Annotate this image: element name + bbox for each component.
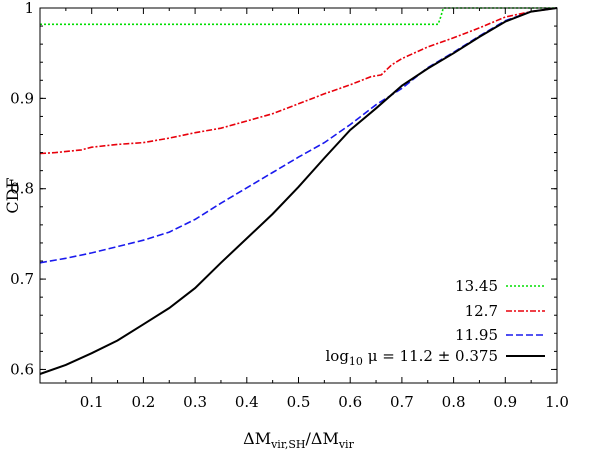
legend-label-2: 11.95 xyxy=(455,326,498,344)
y-tick-label: 0.7 xyxy=(10,270,34,288)
x-tick-label: 0.7 xyxy=(390,393,414,411)
tick-layer: 0.1 0.2 0.3 0.4 0.5 0.6 0.7 0.8 0.9 1.0 0.6 0.7 0.8 0… xyxy=(10,0,569,411)
x-tick-label: 0.8 xyxy=(442,393,466,411)
x-tick-label: 0.4 xyxy=(235,393,259,411)
series-line-2 xyxy=(39,7,558,264)
y-tick-label: 1 xyxy=(24,0,34,17)
legend-label-0: 13.45 xyxy=(455,277,498,295)
y-tick-label: 0.8 xyxy=(10,180,34,198)
y-tick-label: 0.6 xyxy=(10,360,34,378)
x-axis-title: ΔMvir,SH/ΔMvir xyxy=(243,429,354,451)
x-tick-label: 0.2 xyxy=(131,393,155,411)
legend-label-1: 12.7 xyxy=(465,302,498,320)
y-tick-label: 0.9 xyxy=(10,89,34,107)
y-axis-title: CDF xyxy=(3,177,22,213)
x-tick-label: 0.3 xyxy=(183,393,207,411)
x-tick-label: 0.9 xyxy=(493,393,517,411)
x-tick-label: 0.1 xyxy=(80,393,104,411)
series-line-3 xyxy=(39,7,558,375)
series-line-1 xyxy=(39,7,558,155)
legend-label-3: log10 μ = 11.2 ± 0.375 xyxy=(325,347,498,368)
x-tick-label: 1.0 xyxy=(545,393,569,411)
x-tick-label: 0.6 xyxy=(338,393,362,411)
x-tick-label: 0.5 xyxy=(287,393,311,411)
legend: 13.45 12.7 11.95 log10 μ = 11.2 ± 0.375 xyxy=(325,277,545,368)
